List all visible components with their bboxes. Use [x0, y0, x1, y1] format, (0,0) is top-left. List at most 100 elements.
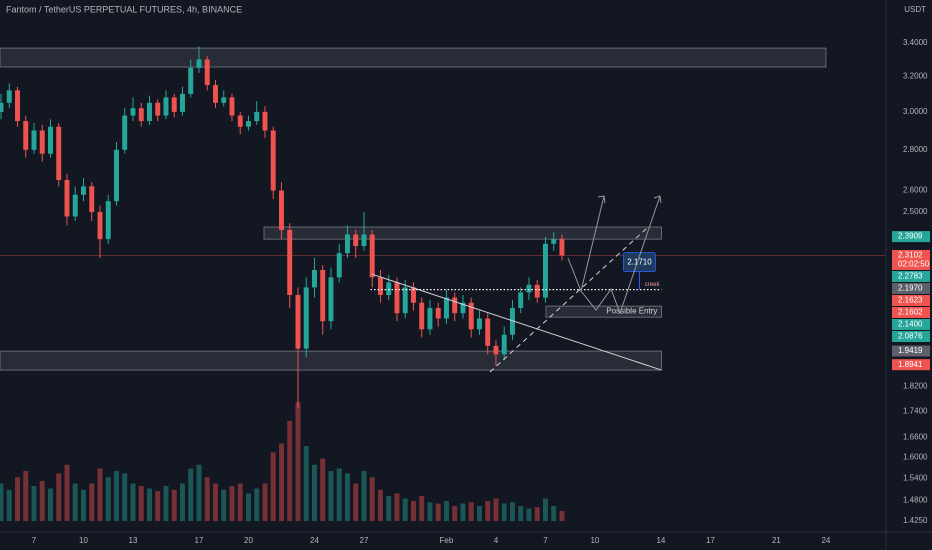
volume-bar — [155, 491, 161, 521]
candle-body — [452, 297, 458, 314]
volume-bar — [31, 486, 37, 521]
price-label: 2.1602 — [898, 308, 923, 317]
volume-bar — [6, 489, 12, 521]
plot: Possible Entry creek 2.1710 — [0, 46, 885, 521]
price-label: 1.9419 — [898, 346, 923, 355]
price-label-box — [892, 270, 930, 282]
unit-label: USDT — [904, 5, 926, 14]
chart-title: Fantom / TetherUS PERPETUAL FUTURES, 4h,… — [6, 4, 242, 14]
volume-bar — [501, 503, 507, 521]
volume-bar — [551, 506, 557, 521]
volume-bar — [105, 477, 111, 521]
candle-body — [443, 297, 449, 319]
level-box — [623, 252, 656, 273]
candle-body — [229, 97, 235, 116]
x-tick-label: 27 — [360, 536, 369, 545]
candle-body — [114, 149, 119, 202]
candle-body — [155, 102, 161, 116]
y-tick-label: 3.4000 — [903, 38, 928, 47]
volume-bar — [336, 468, 342, 521]
x-tick-label: 24 — [821, 536, 830, 545]
zone — [0, 350, 662, 371]
y-tick-label: 3.2000 — [903, 71, 928, 80]
candle-body — [361, 234, 367, 247]
price-label-box — [892, 306, 930, 318]
volume-bar — [419, 496, 425, 521]
volume-bar — [147, 488, 152, 521]
price-label: 2.3909 — [898, 232, 923, 241]
candle-body — [311, 270, 317, 288]
y-tick-label: 3.0000 — [903, 107, 928, 116]
x-tick-label: 10 — [590, 536, 599, 545]
volume-bar — [410, 501, 416, 521]
volume-bar — [559, 511, 565, 521]
volume-bar — [493, 498, 499, 521]
volume-bar — [56, 473, 62, 521]
volume-bar — [89, 483, 95, 521]
volume-bar — [23, 471, 29, 521]
candle-body — [369, 234, 375, 278]
volume-bar — [229, 486, 235, 521]
volume-bar — [435, 503, 441, 521]
x-tick-label: 17 — [706, 536, 715, 545]
y-tick-label: 2.5000 — [903, 207, 928, 216]
candle-body — [460, 302, 466, 314]
volume-bar — [171, 489, 177, 521]
volume-bar — [237, 483, 243, 521]
volume-bar — [377, 489, 383, 521]
volume-bar — [262, 483, 268, 521]
y-tick-label: 1.4800 — [903, 495, 928, 504]
volume-bar — [518, 506, 524, 521]
candle-body — [542, 243, 548, 298]
x-tick-label: 24 — [310, 536, 319, 545]
candle-body — [485, 318, 491, 346]
candle-body — [287, 229, 293, 295]
volume-bar — [394, 493, 400, 521]
candle-body — [188, 67, 194, 94]
volume-bar — [122, 473, 128, 521]
candle-body — [336, 253, 342, 278]
y-tick-label: 1.6600 — [903, 432, 928, 441]
price-label: 1.8941 — [898, 360, 923, 369]
candle-body — [559, 239, 565, 256]
candle-body — [493, 345, 499, 355]
candle-body — [221, 97, 227, 103]
volume-bar — [534, 507, 540, 521]
x-tick-label: 13 — [129, 536, 138, 545]
x-tick-label: Feb — [440, 536, 454, 545]
volume-bar — [361, 471, 367, 521]
creek-note: creek — [645, 282, 661, 288]
volume-bar — [344, 473, 350, 521]
price-label-box — [892, 330, 930, 342]
candle-body — [138, 108, 144, 122]
candle-body — [97, 212, 103, 240]
projection-path — [580, 195, 661, 315]
zone — [0, 47, 827, 68]
volume-bar — [295, 402, 301, 521]
volume-bar — [180, 483, 185, 521]
x-tick-label: 7 — [32, 536, 37, 545]
volume-bar — [402, 498, 408, 521]
volume-bar — [353, 483, 359, 521]
volume-bar — [163, 486, 169, 521]
candle-body — [419, 302, 425, 330]
candle-body — [15, 90, 20, 122]
candle-body — [39, 130, 45, 154]
volume-bar — [114, 471, 119, 521]
candle-body — [509, 307, 515, 335]
zone-label: Possible Entry — [606, 307, 657, 316]
candle-body — [245, 121, 251, 127]
candle-body — [394, 282, 400, 314]
volume-bar — [468, 502, 474, 521]
volume-bar — [39, 481, 45, 521]
x-tick-label: 4 — [494, 536, 499, 545]
candle-body — [89, 186, 95, 213]
x-tick-label: 17 — [195, 536, 204, 545]
volume-bar — [15, 477, 20, 521]
candle-body — [180, 93, 185, 112]
y-tick-label: 1.6000 — [903, 453, 928, 462]
candle-body — [410, 287, 416, 303]
volume-bar — [72, 483, 78, 521]
